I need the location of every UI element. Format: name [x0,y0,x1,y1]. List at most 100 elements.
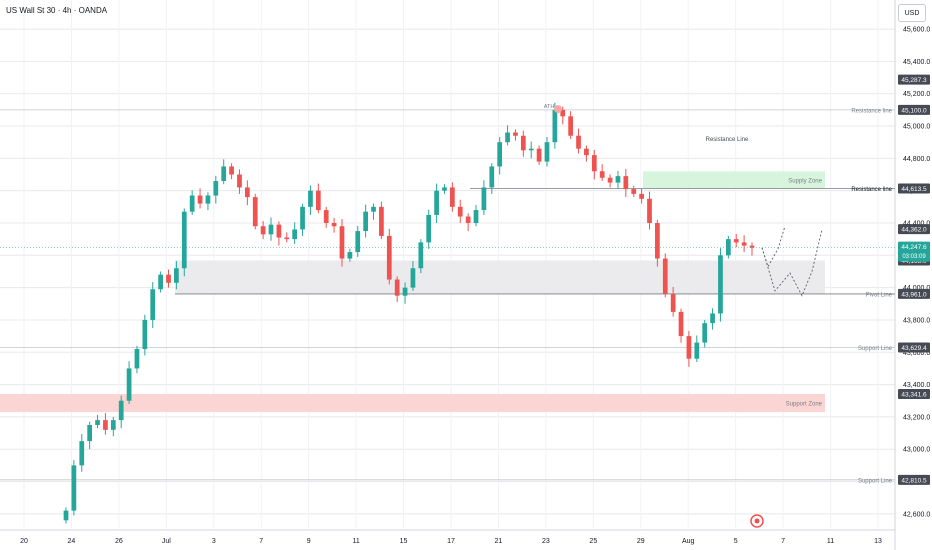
countdown-label: 03:03:09 [902,254,926,260]
candle-body [197,195,203,204]
support-zone-label: Support Zone [786,402,823,408]
candle-body [229,166,234,175]
candle-body [394,279,400,296]
candle-body [457,206,463,217]
candle-body [576,135,581,149]
candle-body [631,189,637,194]
candle-body [308,190,313,207]
candle-body [174,268,179,283]
candle-body [244,187,250,198]
candle-body [284,237,290,240]
candle-body [473,210,479,223]
price-tag-label: 45,100.0 [901,107,927,114]
candle-body [331,222,337,227]
candle-body [371,206,376,212]
x-tick-label: 29 [637,538,645,545]
candle-body [205,195,211,204]
candle-body [560,109,566,117]
candle-body [379,206,384,236]
candle-body [181,211,187,269]
candle-body [520,135,526,151]
candle-body [497,142,503,167]
candle-body [702,323,708,343]
price-tag [898,474,930,485]
candle-body [276,224,282,238]
candle-body [315,190,321,211]
candle-body [599,171,605,178]
candle-body [725,239,731,256]
candle-body [300,206,305,230]
candle-body [103,420,108,430]
candle-body [670,294,676,312]
resistance-annotation: Resistance Line [706,137,749,143]
candle-body [655,222,660,259]
y-tick-label: 44,800.0 [903,156,930,163]
candle-body [678,311,684,337]
price-tag-label: 43,341.6 [901,392,927,399]
x-tick-label: 23 [542,538,550,545]
candle-body [386,235,392,280]
candle-body [260,226,266,235]
y-tick-label: 45,600.0 [903,27,930,34]
price-tag-label: 45,287.3 [901,77,927,84]
candle-body [118,400,124,421]
candle-body [434,190,439,215]
candle-body [442,187,447,191]
candle-body [189,195,195,212]
current-price-label: 44,247.6 [901,244,927,251]
candle-body [252,197,258,227]
candle-body [292,229,298,240]
price-tag [898,342,930,353]
pivot-zone [175,260,825,294]
price-tag [898,224,930,235]
candle-body [552,109,558,143]
support-line-lower-label: Support Line [858,478,893,484]
price-tag-label: 43,629.4 [901,345,927,352]
candle-body [71,465,77,511]
candle-body [741,242,747,246]
y-tick-label: 43,400.0 [903,382,930,389]
candle-body [591,155,597,172]
current-price-tag [898,241,930,262]
candle-body [607,177,613,183]
candle-body [221,166,227,181]
price-tag [898,74,930,85]
candle-body [134,349,140,369]
candle-body [110,420,116,430]
candle-body [647,198,652,223]
support-zone [0,394,825,413]
y-tick-label: 43,600.0 [903,350,930,357]
x-tick-label: 26 [115,538,123,545]
x-tick-label: 20 [20,538,28,545]
candle-body [568,116,574,136]
event-icon-dot [754,518,760,524]
x-tick-label: 25 [589,538,597,545]
candle-body [623,176,629,190]
y-tick-label: 43,200.0 [903,414,930,421]
candle-body [513,132,518,136]
candle-body [410,268,416,288]
candle-body [126,368,132,401]
chart-title: US Wall St 30 · 4h · OANDA [6,6,108,15]
y-tick-label: 45,200.0 [903,91,930,98]
x-tick-label: 11 [352,538,359,545]
candle-body [544,142,550,162]
candle-body [694,342,700,359]
candle-body [489,166,495,188]
candle-body [426,214,432,243]
currency-button[interactable]: USD [898,4,926,22]
x-tick-label: 7 [781,538,785,545]
candle-body [418,242,424,269]
price-tag [898,288,930,299]
candle-body [339,226,345,259]
x-tick-label: 24 [68,538,76,545]
x-tick-label: 5 [734,538,738,545]
price-tag-label: 42,810.5 [901,477,927,484]
price-tag [898,183,930,194]
candle-body [158,274,163,290]
candle-body [355,231,361,253]
candle-body [718,255,723,314]
supply-zone [643,171,825,189]
